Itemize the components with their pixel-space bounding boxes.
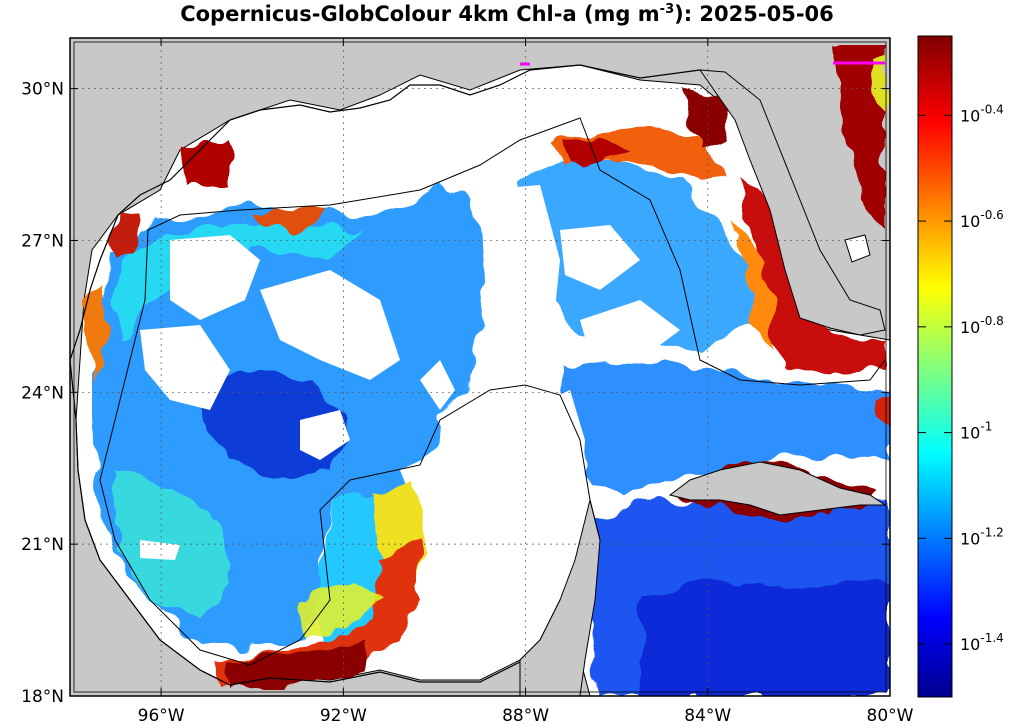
cuba-island — [668, 461, 887, 516]
campeche-coast-red — [215, 540, 420, 685]
axis-labels: 96°W 92°W 88°W 84°W 80°W 18°N 21°N 24°N 27°N 30°N — [21, 38, 914, 726]
atlantic-yellow — [870, 55, 885, 110]
colorbar-tick-label: 10-0.4 — [960, 102, 1004, 125]
colorbar: 10-0.4 10-0.6 10-0.8 10-1 10-1.2 10-1.4 — [917, 35, 1004, 698]
colorbar-tick-label: 10-1.4 — [960, 631, 1004, 654]
lat-tick-label: 30°N — [21, 80, 64, 100]
title-superscript: -3 — [659, 2, 675, 17]
colorbar-ticks: 10-0.4 10-0.6 10-0.8 10-1 10-1.2 10-1.4 — [918, 102, 1004, 654]
lon-tick-label: 80°W — [867, 706, 914, 726]
cloud-patch — [560, 225, 640, 290]
cloud-patch — [260, 270, 400, 380]
lat-tick-label: 18°N — [21, 687, 64, 707]
louisiana-coast-chl — [250, 205, 330, 228]
campeche-coast-darkred — [230, 640, 370, 690]
land-masses — [519, 69, 887, 696]
cloud-gaps — [140, 185, 680, 560]
lon-tick-label: 96°W — [138, 706, 185, 726]
colorbar-tick-label: 10-1.2 — [960, 525, 1004, 548]
lake-okeechobee — [844, 234, 871, 263]
gridlines — [70, 38, 890, 696]
louisiana-red — [180, 140, 230, 185]
cloud-patch — [480, 185, 560, 380]
title-prefix: Copernicus-GlobColour 4km Chl-a (mg m — [180, 2, 660, 26]
cloud-patch — [140, 540, 180, 560]
map-frame — [69, 37, 891, 697]
big-bend-darkred — [680, 90, 730, 150]
colorbar-tick-label: 10-0.6 — [960, 208, 1004, 231]
lat-tick-label: 24°N — [21, 383, 64, 403]
caribbean-deep — [640, 580, 890, 696]
map-plot-area — [70, 38, 890, 696]
map-title: Copernicus-GlobColour 4km Chl-a (mg m-3)… — [0, 2, 1014, 26]
veracruz-yellow — [300, 580, 380, 640]
atlantic-east-coast-chl — [835, 45, 885, 230]
florida-strait-chl — [560, 360, 890, 500]
lon-tick-label: 84°W — [684, 706, 731, 726]
eez-mexico-inner — [99, 229, 601, 666]
map-frame-inner — [73, 41, 887, 693]
title-suffix: ): 2025-05-06 — [674, 2, 834, 26]
florida-peninsula — [698, 69, 886, 336]
eez-boundaries — [99, 117, 886, 666]
colorbar-gradient — [917, 35, 953, 698]
texas-coast-chl — [110, 215, 140, 258]
cloud-patch — [420, 360, 455, 410]
cloud-patch — [400, 390, 585, 540]
cloud-patch — [140, 325, 230, 410]
lat-tick-label: 27°N — [21, 231, 64, 251]
eez-us-mexico — [147, 117, 886, 386]
mexico-west-coast-chl — [82, 290, 110, 380]
lat-tick-label: 21°N — [21, 535, 64, 555]
lon-tick-label: 88°W — [502, 706, 549, 726]
colorbar-tick-label: 10-1 — [960, 420, 992, 443]
texas-coastline — [70, 64, 701, 361]
west-florida-shelf-orange — [735, 220, 775, 350]
cloud-patch — [300, 410, 350, 460]
colorbar-tick-label: 10-0.8 — [960, 314, 1004, 337]
cloud-patch — [170, 235, 260, 320]
cloud-patch — [580, 300, 680, 360]
coastlines — [70, 64, 701, 686]
mexico-east-coastline — [70, 359, 521, 686]
eastern-gulf-chl — [520, 160, 760, 350]
lon-tick-label: 92°W — [320, 706, 367, 726]
